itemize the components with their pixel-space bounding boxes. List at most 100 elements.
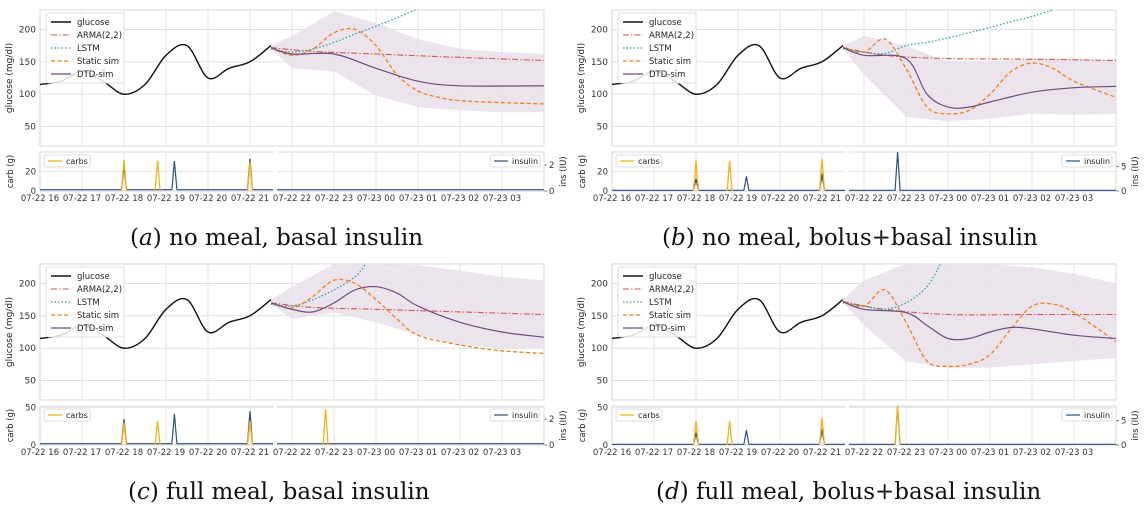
y-tick-label: 200 xyxy=(591,25,608,35)
x-tick-label: 07-22 20 xyxy=(761,194,799,204)
ins-tick-label: 2 xyxy=(549,415,554,425)
x-tick-label: 07-22 17 xyxy=(635,194,673,204)
y-tick-label: 50 xyxy=(597,377,609,387)
series-line-dtd-sim xyxy=(842,47,1116,109)
carb-pulse xyxy=(894,405,901,446)
legend-label: Static sim xyxy=(649,311,691,321)
carb-pulse xyxy=(154,420,161,446)
carb-tick-label: 0 xyxy=(603,441,608,451)
caption-a: (a) no meal, basal insulin xyxy=(130,225,424,251)
carbs-legend-box xyxy=(615,408,663,422)
carb-tick-label: 0 xyxy=(603,187,608,197)
legend-box xyxy=(45,266,125,338)
x-tick-label: 07-22 16 xyxy=(593,194,631,204)
x-tick-label: 07-23 03 xyxy=(1055,194,1093,204)
series-line-static-sim xyxy=(842,38,1116,115)
x-tick-label: 07-23 02 xyxy=(1013,194,1051,204)
y-tick-label: 100 xyxy=(19,344,36,354)
x-tick-label: 07-22 19 xyxy=(147,448,185,458)
legend-label: DTD-sim xyxy=(77,324,113,334)
x-tick-label: 07-22 18 xyxy=(105,448,143,458)
x-tick-label: 07-22 17 xyxy=(635,448,673,458)
legend-label: glucose xyxy=(77,272,110,282)
carbs-legend-box xyxy=(43,408,91,422)
series-line-arma xyxy=(270,302,544,316)
carb-pulse xyxy=(818,158,826,192)
carbs-legend-box xyxy=(43,154,91,168)
x-tick-label: 07-23 01 xyxy=(971,194,1009,204)
x-tick-label: 07-23 00 xyxy=(929,194,967,204)
x-tick-label: 07-22 19 xyxy=(719,194,757,204)
carb-pulse xyxy=(246,420,254,446)
y-axis-label: glucose (mg/dl) xyxy=(5,297,15,367)
x-tick-label: 07-22 16 xyxy=(21,194,59,204)
x-tick-label: 07-22 22 xyxy=(845,194,883,204)
carb-tick-label: 50 xyxy=(597,404,608,414)
ins-axis-label: ins (IU) xyxy=(559,410,569,440)
y-tick-label: 150 xyxy=(591,312,608,322)
x-tick-label: 07-22 23 xyxy=(887,448,925,458)
x-tick-label: 07-23 02 xyxy=(441,194,479,204)
forecast-separator xyxy=(273,150,277,193)
x-tick-label: 07-23 00 xyxy=(357,194,395,204)
insulin-legend-box xyxy=(1061,408,1113,422)
ins-tick-label: 5 xyxy=(1121,417,1126,427)
x-tick-label: 07-22 17 xyxy=(63,194,101,204)
ins-axis-label: ins (IU) xyxy=(1131,156,1141,186)
carbs-legend-label: carbs xyxy=(638,411,660,420)
x-tick-label: 07-22 23 xyxy=(887,194,925,204)
carb-pulse xyxy=(726,160,733,192)
carb-pulse xyxy=(692,160,700,192)
x-tick-label: 07-22 16 xyxy=(593,448,631,458)
legend-label: ARMA(2,2) xyxy=(649,31,694,41)
x-tick-label: 07-22 18 xyxy=(677,194,715,204)
series-line-dtd-sim xyxy=(270,285,544,338)
carb-tick-label: 20 xyxy=(25,168,36,178)
carb-axis-label: carb (g) xyxy=(578,409,588,443)
x-tick-label: 07-22 17 xyxy=(63,448,101,458)
x-tick-label: 07-22 18 xyxy=(677,448,715,458)
legend-label: glucose xyxy=(649,272,682,282)
x-tick-label: 07-22 18 xyxy=(105,194,143,204)
y-tick-label: 100 xyxy=(591,344,608,354)
x-tick-label: 07-22 21 xyxy=(803,194,841,204)
x-tick-label: 07-22 20 xyxy=(189,448,227,458)
series-line-lstm xyxy=(842,264,942,311)
legend-label: LSTM xyxy=(77,44,100,54)
carb-pulse xyxy=(692,420,700,446)
x-tick-label: 07-23 02 xyxy=(1013,448,1051,458)
legend-box xyxy=(617,12,697,84)
ins-tick-label: 0 xyxy=(549,441,554,451)
y-tick-label: 50 xyxy=(25,123,37,133)
y-tick-label: 50 xyxy=(597,123,609,133)
dtd-uncertainty-band xyxy=(271,11,544,113)
x-tick-label: 07-22 22 xyxy=(273,448,311,458)
caption-c: (c) full meal, basal insulin xyxy=(128,479,430,505)
carb-pulse xyxy=(322,408,329,446)
y-tick-label: 100 xyxy=(19,90,36,100)
insulin-series xyxy=(612,151,1116,191)
carb-pulse xyxy=(120,422,128,446)
legend-label: glucose xyxy=(649,18,682,28)
legend-label: ARMA(2,2) xyxy=(77,285,122,295)
y-axis-label: glucose (mg/dl) xyxy=(5,43,15,113)
carb-tick-label: 0 xyxy=(31,187,36,197)
caption-b: (b) no meal, bolus+basal insulin xyxy=(662,225,1038,251)
x-tick-label: 07-23 03 xyxy=(483,448,521,458)
carbs-legend-label: carbs xyxy=(66,411,88,420)
legend-label: Static sim xyxy=(77,57,119,67)
x-tick-label: 07-23 03 xyxy=(483,194,521,204)
series-line-static-sim xyxy=(270,278,544,355)
y-tick-label: 200 xyxy=(19,279,36,289)
x-tick-label: 07-22 21 xyxy=(231,194,269,204)
carb-pulse xyxy=(120,159,128,192)
x-tick-label: 07-22 20 xyxy=(189,194,227,204)
y-tick-label: 200 xyxy=(591,279,608,289)
insulin-legend-label: insulin xyxy=(512,411,538,420)
sub-plot-frame xyxy=(611,405,1117,446)
